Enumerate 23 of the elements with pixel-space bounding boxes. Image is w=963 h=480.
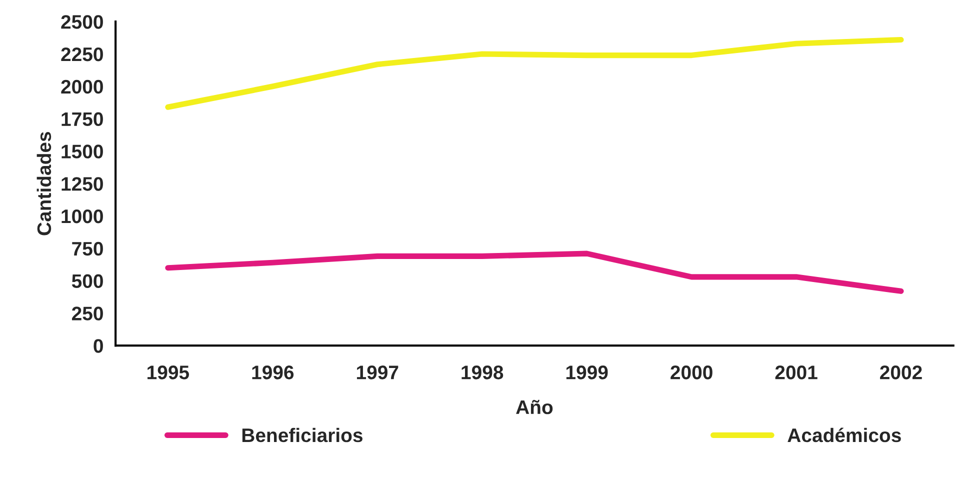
y-tick-label: 2250 [61,47,103,62]
x-tick-label: 2000 [670,366,712,380]
x-tick-label: 1999 [566,366,608,380]
x-axis-title: Año [516,400,553,414]
x-tick-label: 1998 [462,366,504,380]
y-tick-label: 1250 [62,177,103,191]
legend-label: Académicos [788,428,901,442]
y-tick-label: 1500 [62,144,103,158]
x-tick-label: 2001 [775,366,818,380]
x-tick-label: 1997 [356,366,398,380]
y-tick-label: 1000 [62,209,103,224]
x-tick-label: 1995 [148,366,190,380]
y-tick-label: 0 [94,339,103,353]
y-axis-title: Cantidades [36,132,52,236]
x-tick-label: 2002 [880,366,922,380]
y-tick-label: 2500 [61,15,103,29]
legend-label: Beneficiarios [242,428,362,442]
y-tick-label: 250 [72,306,103,320]
y-tick-label: 2000 [61,80,103,94]
y-tick-label: 500 [72,274,103,288]
x-tick-label: 1996 [252,366,294,380]
y-tick-label: 1750 [62,112,103,126]
y-tick-label: 750 [72,242,103,256]
